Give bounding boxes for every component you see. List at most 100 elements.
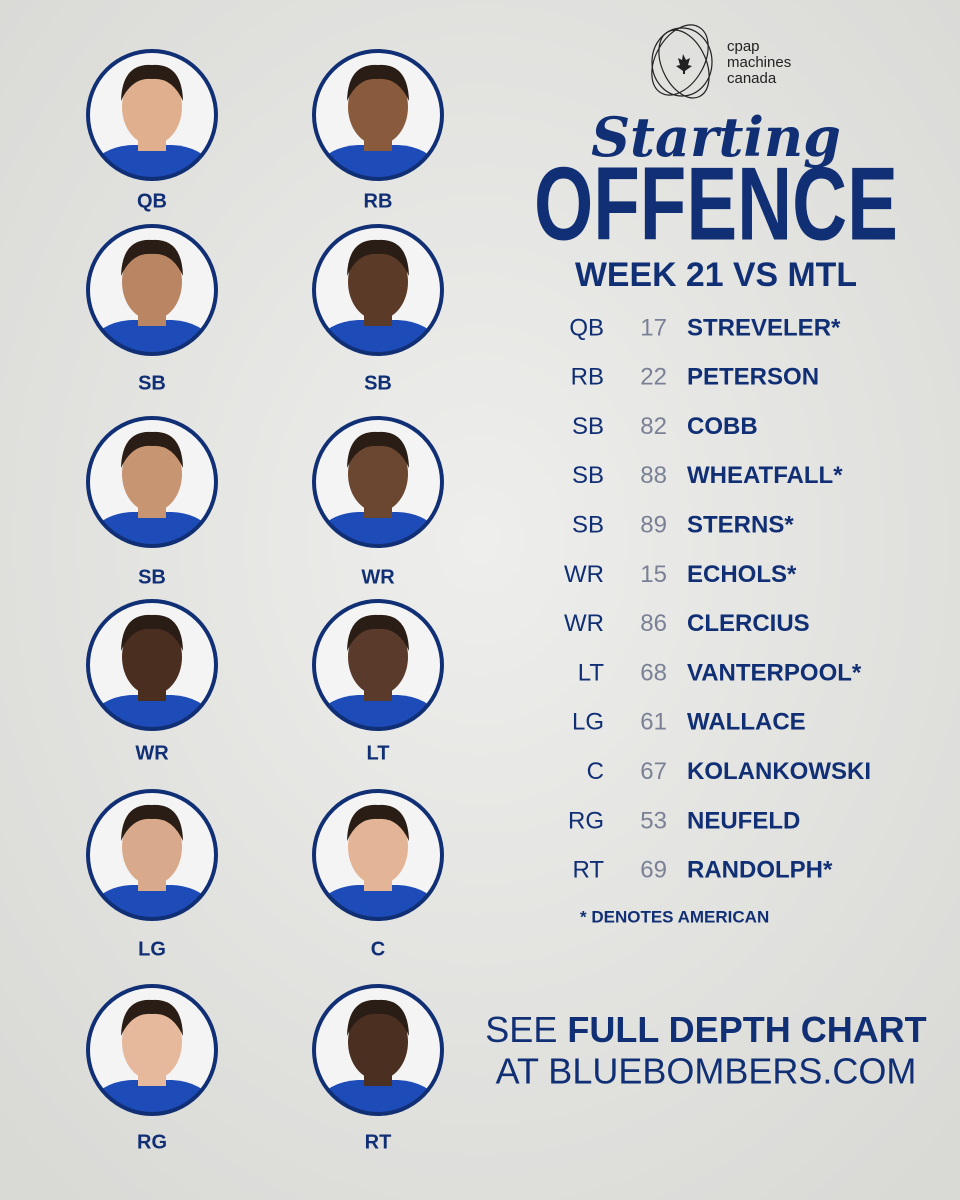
jersey-number: 69	[640, 857, 667, 884]
hair	[347, 804, 409, 841]
jersey-number: 82	[640, 413, 667, 440]
player-name: WHEATFALL*	[687, 462, 843, 489]
head	[122, 809, 182, 885]
position: LT	[578, 659, 605, 686]
head	[348, 244, 408, 320]
head	[122, 436, 182, 512]
player-name: STREVELER*	[687, 314, 841, 341]
cta-url: AT BLUEBOMBERS.COM	[496, 1051, 917, 1092]
jersey-number: 67	[640, 758, 667, 785]
head	[122, 244, 182, 320]
player-name: RANDOLPH*	[687, 857, 833, 884]
jersey-number: 61	[640, 709, 667, 736]
jersey-number: 53	[640, 807, 667, 834]
position: QB	[569, 314, 604, 341]
head	[348, 809, 408, 885]
cta-line: SEE FULL DEPTH CHART	[485, 1009, 926, 1050]
hair	[347, 239, 409, 276]
jersey-number: 88	[640, 462, 667, 489]
sponsor-logo: cpap machines canada	[651, 24, 791, 99]
position: SB	[572, 413, 604, 440]
hair	[121, 804, 183, 841]
sponsor-text: machines	[727, 54, 791, 71]
photo-ring	[86, 49, 218, 181]
photo-ring	[86, 416, 218, 548]
jersey-number: 89	[640, 512, 667, 539]
photo-ring	[312, 224, 444, 356]
player-photo	[312, 49, 444, 181]
photo-label: RB	[364, 190, 393, 212]
position: C	[587, 758, 604, 785]
cta-emphasis: FULL DEPTH CHART	[567, 1009, 926, 1050]
photo-ring	[312, 789, 444, 921]
photo-ring	[86, 984, 218, 1116]
position: WR	[564, 561, 604, 588]
photo-label: SB	[138, 566, 166, 588]
photo-ring	[86, 224, 218, 356]
player-name: VANTERPOOL*	[687, 659, 862, 686]
photo-grid: QB RB SB SB SB WR WR LT LG C RG RT	[86, 49, 444, 1153]
hair	[347, 614, 409, 651]
sponsor-text: canada	[727, 70, 777, 87]
photo-ring	[312, 599, 444, 731]
photo-label: QB	[137, 190, 167, 212]
photo-label: WR	[135, 742, 169, 764]
photo-label: WR	[361, 566, 395, 588]
head	[122, 1004, 182, 1080]
photo-label: RT	[365, 1131, 392, 1153]
player-name: NEUFELD	[687, 807, 800, 834]
player-photo	[86, 416, 218, 548]
photo-ring	[86, 789, 218, 921]
hair	[347, 431, 409, 468]
head	[348, 69, 408, 145]
hair	[121, 431, 183, 468]
photo-label: SB	[364, 372, 392, 394]
player-name: PETERSON	[687, 364, 819, 391]
footnote: * DENOTES AMERICAN	[580, 907, 769, 926]
position: RB	[571, 364, 604, 391]
subtitle: WEEK 21 VS MTL	[575, 256, 857, 294]
hair	[121, 614, 183, 651]
script-title: Starting	[591, 105, 841, 169]
player-photo	[86, 224, 218, 356]
position: SB	[572, 462, 604, 489]
title: OFFENCE	[534, 146, 898, 262]
head	[122, 619, 182, 695]
sponsor-text: cpap	[727, 38, 760, 55]
player-photo	[86, 789, 218, 921]
head	[122, 69, 182, 145]
photo-label: RG	[137, 1131, 167, 1153]
hair	[347, 64, 409, 101]
hair	[347, 999, 409, 1036]
cta-prefix: SEE	[485, 1009, 557, 1050]
player-name: KOLANKOWSKI	[687, 758, 871, 785]
photo-label: SB	[138, 372, 166, 394]
hair	[121, 64, 183, 101]
player-photo	[312, 789, 444, 921]
player-name: CLERCIUS	[687, 610, 810, 637]
head	[348, 619, 408, 695]
jersey-number: 86	[640, 610, 667, 637]
player-name: COBB	[687, 413, 758, 440]
photo-label: LG	[138, 938, 166, 960]
photo-ring	[312, 984, 444, 1116]
roster: QB 17 STREVELER* RB 22 PETERSON SB 82 COBB SB 88 WH…	[564, 314, 871, 883]
head	[348, 1004, 408, 1080]
jersey-number: 15	[640, 561, 667, 588]
photo-label: C	[371, 938, 385, 960]
player-photo	[312, 599, 444, 731]
player-name: ECHOLS*	[687, 561, 797, 588]
photo-label: LT	[367, 742, 390, 764]
head	[348, 436, 408, 512]
hair	[121, 999, 183, 1036]
player-name: WALLACE	[687, 709, 806, 736]
position: LG	[572, 709, 604, 736]
photo-ring	[86, 599, 218, 731]
position: WR	[564, 610, 604, 637]
jersey-number: 22	[640, 364, 667, 391]
hair	[121, 239, 183, 276]
position: SB	[572, 512, 604, 539]
position: RG	[568, 807, 604, 834]
